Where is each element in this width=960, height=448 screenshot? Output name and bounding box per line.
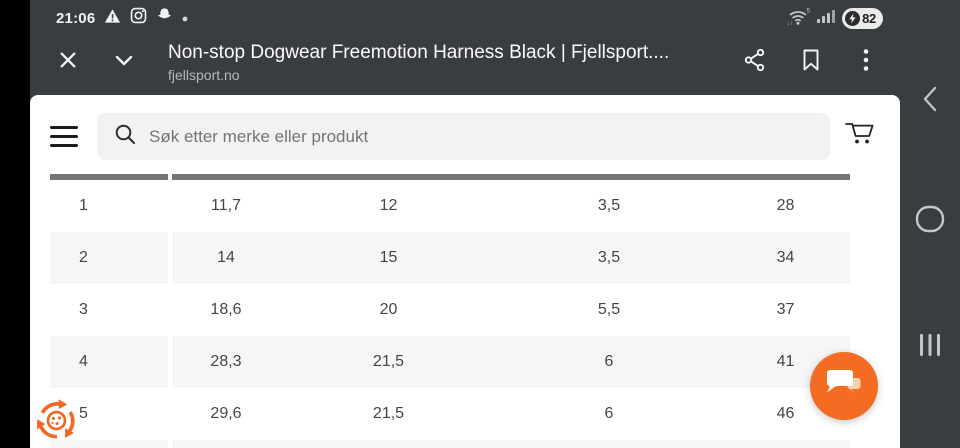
table-row: 2 14 15 3,5 34 [50,232,850,284]
table-cell: 4 [50,336,168,388]
table-cell: 1 [79,197,88,214]
cart-icon [843,117,880,153]
search-icon [114,123,137,151]
home-circle-icon [915,205,945,238]
table-cell: 6 [497,336,721,388]
status-bar-left: 21:06 [56,0,188,36]
table-row-partial [50,440,850,448]
page-title: Non-stop Dogwear Freemotion Harness Blac… [168,42,670,63]
clock: 21:06 [56,9,96,27]
chat-widget-button[interactable] [810,352,878,420]
menu-button[interactable] [46,119,84,153]
table-cell: 3,5 [497,232,721,284]
table-cell: 20 [379,301,398,318]
page-title-block: Non-stop Dogwear Freemotion Harness Blac… [168,42,713,83]
table-row: 4 28,3 21,5 6 41 [50,336,850,388]
snapchat-icon [156,7,173,29]
size-table-rows: 1 11,7 12 3,5 28 2 14 15 3,5 34 3 18,6 20 5,5 37 4 28,3 2… [50,180,850,448]
table-cell: 5,5 [597,301,621,318]
battery-saver-icon [845,10,861,26]
table-cell: 5 [79,405,88,422]
warning-icon [104,8,121,29]
chevron-down-icon [112,48,136,77]
wifi-speed-label: 5 [807,7,811,14]
search-field[interactable] [97,113,830,160]
table-cell: 12 [379,197,398,214]
display-cutout-strip [0,0,30,448]
webpage-card: 111,7123,528214153,534318,6205,537428,32… [30,95,900,448]
table-cell: 21,5 [280,336,497,388]
bookmark-icon [800,48,822,77]
table-row: 1 11,7 12 3,5 28 [50,180,850,232]
overflow-menu-button[interactable] [844,40,888,84]
instagram-icon [130,7,147,29]
battery-percent: 82 [862,10,876,26]
close-icon [57,49,79,76]
shop-header [30,95,900,174]
close-tab-button[interactable] [46,40,90,84]
table-cell: 18,6 [210,301,242,318]
table-header-border [172,174,850,180]
chevron-left-icon [922,86,938,117]
table-cell: 34 [721,232,850,284]
table-cell: 11,7 [211,197,241,214]
share-button[interactable] [733,40,777,84]
table-cell: 21,5 [372,405,405,422]
android-back-button[interactable] [913,84,947,118]
signal-bars-icon [817,7,836,30]
table-header-border [50,174,168,180]
notification-dot [182,9,188,27]
android-recents-button[interactable] [911,330,949,364]
share-icon [743,48,767,77]
search-input[interactable] [149,126,830,147]
svg-text:↓↑: ↓↑ [787,21,793,26]
android-home-button[interactable] [911,204,949,238]
battery-indicator: 82 [842,7,883,29]
table-cell: 6 [604,405,614,422]
table-cell: 29,6 [210,405,242,422]
table-cell: 2 [50,232,168,284]
table-cell: 28 [776,197,795,214]
bookmark-button[interactable] [789,40,833,84]
table-cell: 46 [776,405,795,422]
table-row: 3 18,6 20 5,5 37 [50,284,850,336]
page-domain: fjellsport.no [168,67,240,83]
wifi-icon: 5 ↓↑ [787,6,811,31]
table-cell: 3,5 [597,197,621,214]
table-cell: 15 [280,232,497,284]
widget-loader-button[interactable] [33,397,80,444]
table-cell: 3 [79,301,88,318]
spinner-logo-icon [33,399,80,448]
hamburger-icon [50,125,78,129]
browser-toolbar: Non-stop Dogwear Freemotion Harness Blac… [30,36,960,95]
table-cell: 28,3 [172,336,280,388]
cart-button[interactable] [838,112,884,158]
table-cell: 14 [172,232,280,284]
chat-bubbles-icon [825,367,863,406]
kebab-menu-icon [863,48,869,77]
recent-apps-icon [919,333,941,362]
collapse-page-button[interactable] [102,40,146,84]
table-row: 5 29,6 21,5 6 46 [50,388,850,440]
status-bar: 21:06 5 ↓↑ [30,0,960,36]
table-cell: 37 [776,301,795,318]
status-bar-right: 5 ↓↑ 82 [787,0,883,36]
